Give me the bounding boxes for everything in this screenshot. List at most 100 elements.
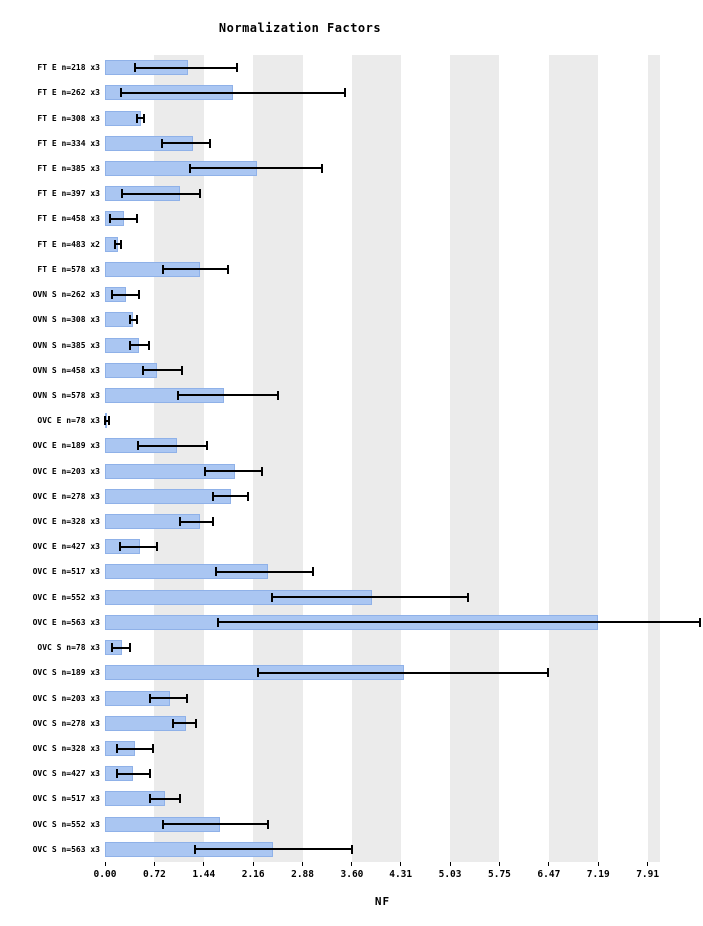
- error-bar-cap: [138, 290, 141, 300]
- x-tick-label: 2.88: [291, 869, 315, 880]
- y-tick-label: FT E n=483 x2: [37, 239, 100, 249]
- y-tick-label: OVN S n=578 x3: [32, 390, 100, 400]
- error-bar-cap: [135, 315, 138, 325]
- error-bar-cap: [115, 744, 118, 754]
- error-bar-cap: [180, 365, 183, 375]
- y-tick-label: OVC E n=203 x3: [32, 466, 100, 476]
- x-tick-mark: [351, 862, 353, 866]
- error-bar-cap: [110, 290, 113, 300]
- error-bar: [163, 823, 269, 826]
- y-tick-label: OVC S n=552 x3: [32, 819, 100, 829]
- y-tick-label: FT E n=308 x3: [37, 113, 100, 123]
- y-tick-label: OVC S n=328 x3: [32, 744, 100, 754]
- y-tick-label: FT E n=385 x3: [37, 163, 100, 173]
- y-tick-label: FT E n=578 x3: [37, 264, 100, 274]
- error-bar-cap: [208, 138, 211, 148]
- error-bar-cap: [119, 88, 122, 98]
- error-bar-cap: [171, 718, 174, 728]
- x-tick-label: 5.03: [438, 869, 462, 880]
- y-tick-label: OVC S n=517 x3: [32, 794, 100, 804]
- error-bar: [116, 747, 154, 750]
- error-bar-cap: [115, 769, 118, 779]
- error-bar: [129, 318, 137, 321]
- x-tick-mark: [548, 862, 550, 866]
- error-bar-cap: [162, 264, 165, 274]
- error-bar-cap: [276, 390, 279, 400]
- x-tick-mark: [647, 862, 649, 866]
- error-bar-cap: [104, 416, 106, 426]
- error-bar-cap: [256, 668, 259, 678]
- error-bar-cap: [320, 163, 323, 173]
- error-bar: [218, 621, 700, 624]
- x-tick-label: 7.19: [586, 869, 610, 880]
- error-bar-cap: [270, 592, 273, 602]
- error-bar-cap: [136, 113, 139, 123]
- error-bar-cap: [217, 617, 220, 627]
- error-bar: [111, 293, 140, 296]
- x-tick-label: 0.72: [142, 869, 166, 880]
- x-tick-mark: [400, 862, 402, 866]
- error-bar-cap: [698, 617, 701, 627]
- background-stripe: [154, 55, 204, 862]
- background-stripe: [351, 55, 401, 862]
- y-tick-label: OVC E n=78 x3: [37, 416, 100, 426]
- error-bar: [111, 646, 130, 649]
- error-bar-cap: [119, 542, 122, 552]
- error-bar-cap: [149, 769, 152, 779]
- error-bar: [105, 419, 110, 422]
- x-axis: 0.00 0.72 1.44 2.16 2.88 3.60 4.31 5.03 5.75 6.47…: [94, 862, 660, 894]
- y-tick-label: FT E n=397 x3: [37, 189, 100, 199]
- error-bar-cap: [311, 567, 314, 577]
- x-tick-label: 3.60: [340, 869, 364, 880]
- error-bar-cap: [215, 567, 218, 577]
- error-bar-cap: [227, 264, 230, 274]
- error-bar-cap: [178, 794, 181, 804]
- error-bar: [179, 520, 213, 523]
- x-tick-label: 2.16: [241, 869, 265, 880]
- y-tick-label: OVC S n=278 x3: [32, 718, 100, 728]
- error-bar-cap: [344, 88, 347, 98]
- error-bar: [137, 117, 145, 120]
- error-bar: [216, 570, 313, 573]
- error-bar: [161, 142, 210, 145]
- error-bar-cap: [114, 239, 117, 249]
- error-bar-cap: [147, 340, 150, 350]
- error-bar: [120, 91, 346, 94]
- error-bar-cap: [261, 466, 264, 476]
- error-bar: [137, 444, 208, 447]
- error-bar-cap: [176, 390, 179, 400]
- error-bar: [212, 495, 248, 498]
- y-tick-label: OVC E n=189 x3: [32, 441, 100, 451]
- y-axis-labels: FT E n=218 x3 FT E n=262 x3 FT E n=308 x3 F…: [0, 55, 100, 862]
- error-bar-cap: [193, 844, 196, 854]
- y-tick-label: OVN S n=385 x3: [32, 340, 100, 350]
- x-axis-title: NF: [374, 895, 391, 908]
- x-tick-mark: [203, 862, 205, 866]
- error-bar-cap: [267, 819, 270, 829]
- error-bar-cap: [547, 668, 550, 678]
- error-bar-cap: [128, 340, 131, 350]
- error-bar-cap: [119, 239, 122, 249]
- x-tick-label: 5.75: [488, 869, 511, 880]
- x-tick-mark: [302, 862, 304, 866]
- y-tick-label: FT E n=334 x3: [37, 138, 100, 148]
- error-bar-cap: [204, 466, 207, 476]
- y-tick-label: OVN S n=262 x3: [32, 290, 100, 300]
- error-bar-cap: [211, 517, 214, 527]
- error-bar-cap: [128, 643, 131, 653]
- y-tick-label: OVC S n=427 x3: [32, 769, 100, 779]
- chart-title: Normalization Factors: [218, 21, 382, 35]
- error-bar: [129, 344, 149, 347]
- error-bar-cap: [178, 517, 181, 527]
- error-bar: [190, 167, 322, 170]
- background-stripe: [450, 55, 500, 862]
- x-tick-mark: [153, 862, 155, 866]
- error-bar-cap: [189, 163, 192, 173]
- error-bar-cap: [162, 819, 165, 829]
- error-bar: [271, 596, 468, 599]
- x-tick-mark: [252, 862, 254, 866]
- error-bar: [142, 369, 182, 372]
- y-tick-label: OVN S n=458 x3: [32, 365, 100, 375]
- x-tick-mark: [597, 862, 599, 866]
